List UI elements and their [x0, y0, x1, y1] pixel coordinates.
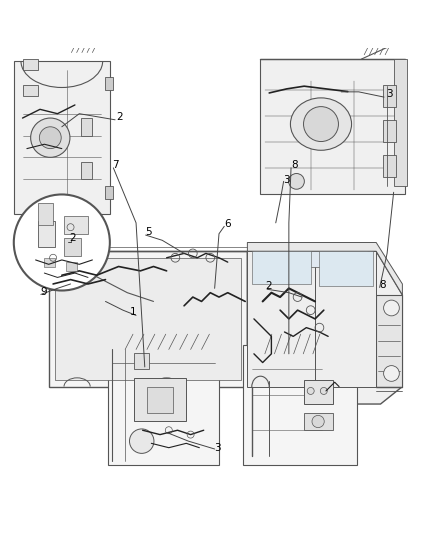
Text: 3: 3: [284, 175, 290, 185]
Bar: [38, 221, 55, 247]
Circle shape: [307, 387, 314, 394]
Circle shape: [384, 366, 399, 381]
Circle shape: [304, 107, 339, 142]
Bar: [383, 85, 396, 107]
Text: 3: 3: [215, 443, 221, 453]
Circle shape: [31, 118, 70, 157]
Bar: [383, 120, 396, 142]
Bar: [134, 378, 186, 422]
Bar: [66, 262, 77, 271]
Polygon shape: [55, 258, 241, 380]
Circle shape: [384, 300, 399, 316]
Circle shape: [289, 174, 304, 189]
Polygon shape: [252, 251, 311, 284]
Bar: [22, 85, 38, 96]
Bar: [81, 161, 92, 179]
Polygon shape: [254, 251, 367, 266]
Text: 6: 6: [224, 219, 231, 229]
Polygon shape: [376, 295, 403, 386]
Circle shape: [320, 387, 327, 394]
Bar: [106, 185, 113, 199]
Text: 8: 8: [291, 160, 298, 170]
Bar: [394, 59, 407, 185]
Bar: [64, 216, 88, 234]
Ellipse shape: [290, 98, 352, 150]
Bar: [22, 59, 38, 70]
Circle shape: [312, 415, 324, 427]
Text: 3: 3: [386, 89, 392, 99]
Circle shape: [39, 127, 61, 149]
Bar: [106, 77, 113, 90]
Bar: [81, 118, 92, 135]
Bar: [38, 203, 53, 225]
Text: 7: 7: [112, 160, 119, 170]
Polygon shape: [318, 251, 373, 286]
Text: 2: 2: [265, 281, 272, 291]
Bar: [134, 352, 149, 369]
Polygon shape: [247, 251, 315, 386]
Bar: [44, 258, 55, 266]
Polygon shape: [49, 251, 247, 386]
Polygon shape: [247, 243, 403, 295]
Bar: [304, 413, 332, 430]
Text: 1: 1: [130, 308, 136, 317]
Text: 8: 8: [380, 280, 386, 290]
Text: 2: 2: [70, 233, 76, 243]
Text: 5: 5: [145, 228, 152, 237]
Polygon shape: [14, 61, 110, 214]
Bar: [147, 386, 173, 413]
Text: 9: 9: [40, 287, 46, 297]
Polygon shape: [315, 251, 376, 386]
Bar: [383, 155, 396, 177]
Text: 2: 2: [117, 112, 123, 122]
Polygon shape: [243, 345, 357, 465]
Circle shape: [14, 195, 110, 290]
Polygon shape: [108, 345, 219, 465]
Bar: [64, 238, 81, 256]
Circle shape: [130, 429, 154, 454]
Polygon shape: [261, 59, 405, 195]
Polygon shape: [247, 251, 403, 404]
Bar: [304, 380, 332, 404]
